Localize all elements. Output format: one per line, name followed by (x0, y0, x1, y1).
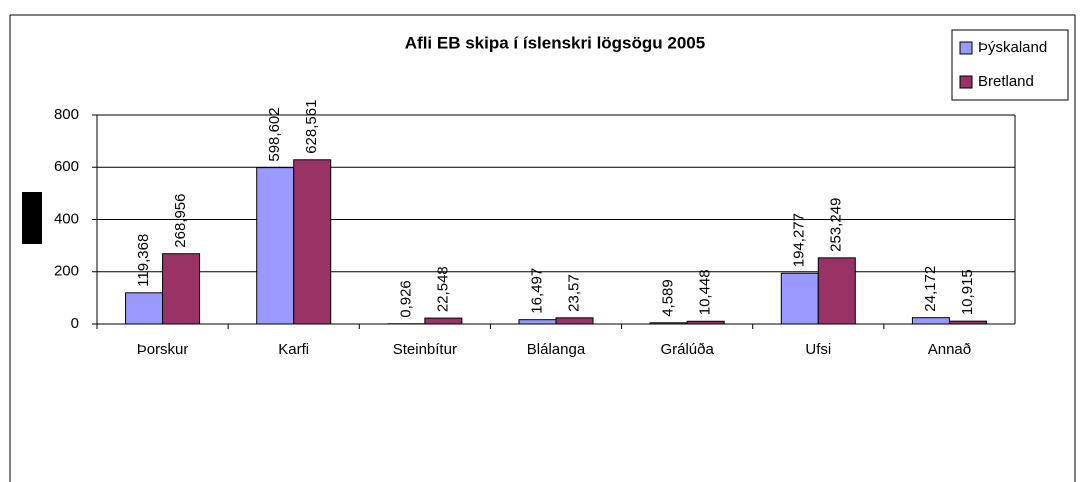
bar (780, 272, 819, 325)
y-tick-label: 600 (54, 158, 79, 175)
value-label: 24,172 (922, 266, 939, 312)
bar (256, 167, 295, 325)
bar (162, 253, 201, 325)
redacted-axis-label (22, 192, 42, 244)
bar (817, 257, 856, 325)
y-tick-label: 0 (71, 315, 79, 332)
value-label: 598,602 (266, 107, 283, 161)
y-tick-label: 800 (54, 106, 79, 123)
legend-label: Bretland (978, 73, 1034, 90)
value-label: 0,926 (397, 280, 414, 318)
legend-label: Þýskaland (978, 39, 1047, 56)
bar (424, 317, 463, 325)
value-label: 4,589 (660, 279, 677, 317)
value-label: 10,448 (697, 269, 714, 315)
value-label: 22,548 (434, 266, 451, 312)
bar (911, 317, 950, 325)
value-label: 119,368 (135, 234, 152, 287)
value-label: 194,277 (791, 213, 808, 267)
bar (293, 159, 332, 325)
legend-swatch (959, 75, 973, 89)
x-tick-label: Ufsi (805, 341, 831, 358)
bar (555, 317, 594, 325)
x-tick-label: Steinbítur (393, 341, 457, 358)
value-label: 628,561 (303, 100, 320, 154)
value-label: 253,249 (828, 198, 845, 252)
x-tick-label: Blálanga (527, 341, 586, 358)
bar (125, 292, 164, 325)
x-tick-label: Karfi (278, 341, 309, 358)
legend-swatch (959, 41, 973, 55)
value-label: 10,915 (959, 269, 976, 315)
bar (518, 319, 557, 325)
y-tick-label: 400 (54, 210, 79, 227)
x-tick-label: Grálúða (660, 341, 714, 358)
x-tick-label: Annað (928, 341, 971, 358)
chart-title: Afli EB skipa í íslenskri lögsögu 2005 (405, 33, 705, 52)
value-label: 268,956 (172, 194, 189, 248)
y-tick-label: 200 (54, 263, 79, 280)
x-tick-label: Þorskur (137, 341, 189, 358)
value-label: 16,497 (528, 268, 545, 314)
value-label: 23,57 (565, 274, 582, 312)
